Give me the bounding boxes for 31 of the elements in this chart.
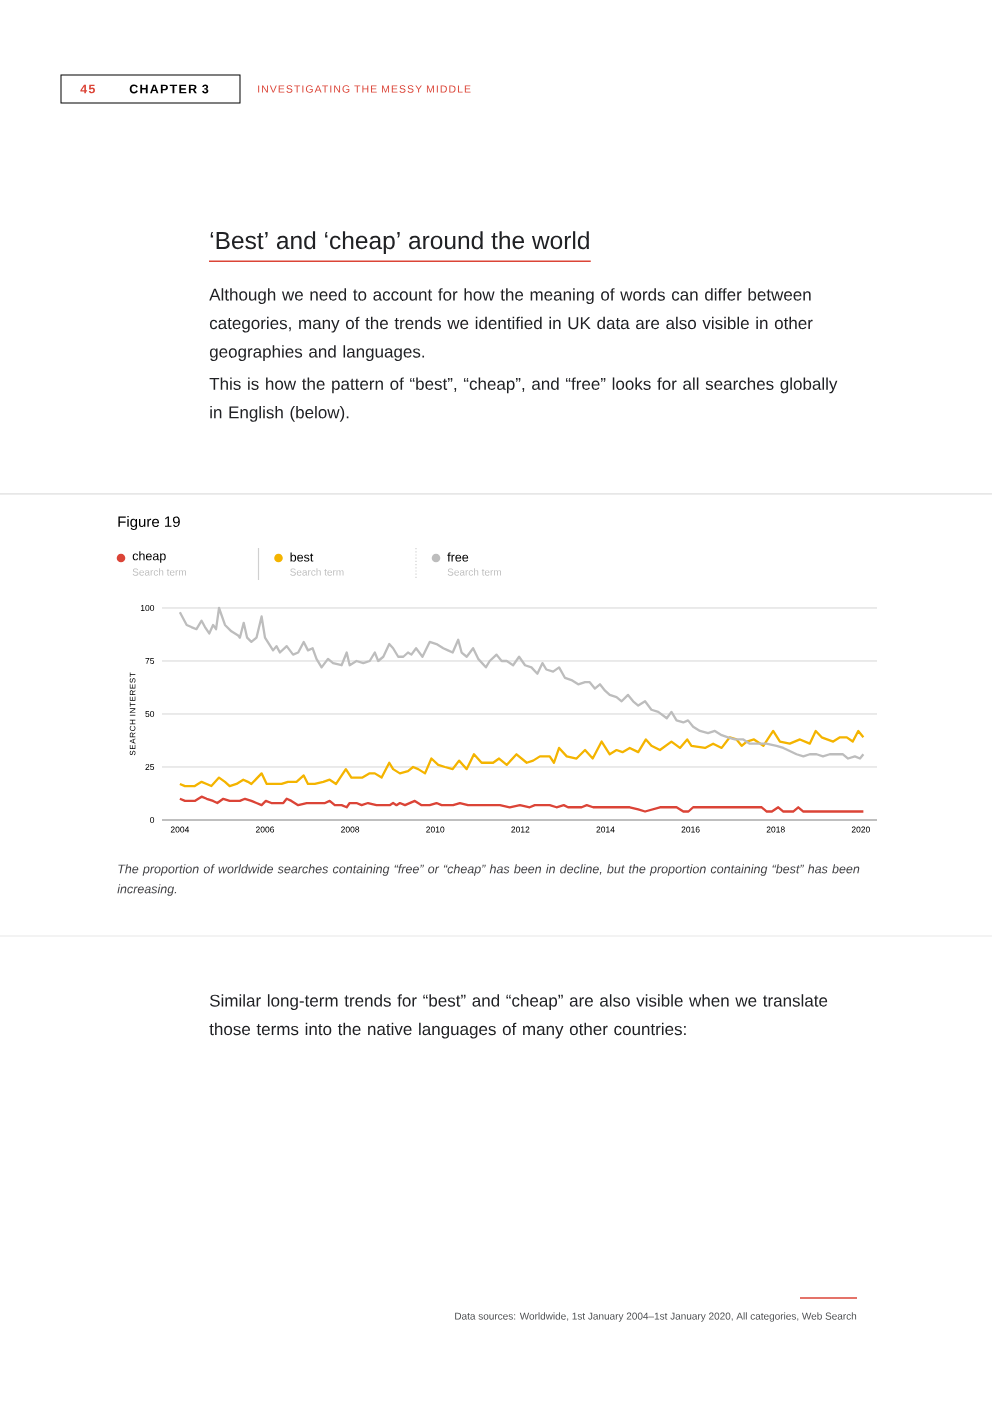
x-tick-label: 2010 <box>426 826 445 833</box>
text: Similar long-term trends for “best” and “cheap” are also visible when we translate those terms into the native languages of many other countries: <box>209 994 828 1039</box>
y-tick-label: 75 <box>145 658 155 664</box>
x-tick-label: 2018 <box>766 826 785 833</box>
text: This is how the pattern of “best”, “cheap”, and “free” looks for all searches globally in English (below). <box>209 377 838 422</box>
y-tick-label: 0 <box>150 816 155 823</box>
y-tick-label: 100 <box>140 604 155 611</box>
x-tick-label: 2014 <box>596 826 615 833</box>
text: Search term <box>290 568 344 576</box>
y-tick-label: 50 <box>145 710 155 717</box>
text: Data sources: Worldwide, 1st January 2004–1st January 2020, All categories, Web Search <box>455 1312 857 1322</box>
text: Although we need to account for how the meaning of words can differ between categories, many of the trends we identified in UK data are also visible in other geographies and languages. <box>209 288 813 362</box>
y-tick-label: 25 <box>145 763 155 770</box>
x-tick-label: 2008 <box>341 826 360 833</box>
x-tick-label: 2016 <box>681 826 700 833</box>
caption: Figure 19 <box>118 516 180 530</box>
x-tick-label: 2020 <box>851 826 870 833</box>
text: Search term <box>447 568 501 576</box>
text: The proportion of worldwide searches containing “free” or “cheap” has been in decline, but the proportion containing “best” has been increasing. <box>117 864 860 896</box>
legend-label: cheap <box>132 551 166 563</box>
text: CHAPTER 3 <box>129 84 209 94</box>
text: INVESTIGATING THE MESSY MIDDLE <box>258 85 471 93</box>
legend-label: free <box>447 552 469 562</box>
x-tick-label: 2004 <box>170 826 190 833</box>
legend-label: best <box>290 552 314 562</box>
x-tick-label: 2012 <box>511 826 530 833</box>
y-axis-title: SEARCH INTEREST <box>129 672 136 756</box>
text: 45 <box>80 84 95 94</box>
x-tick-label: 2006 <box>255 826 275 833</box>
text: Search term <box>132 568 186 576</box>
chart-title: ‘Best’ and ‘cheap’ around the world <box>210 231 589 255</box>
